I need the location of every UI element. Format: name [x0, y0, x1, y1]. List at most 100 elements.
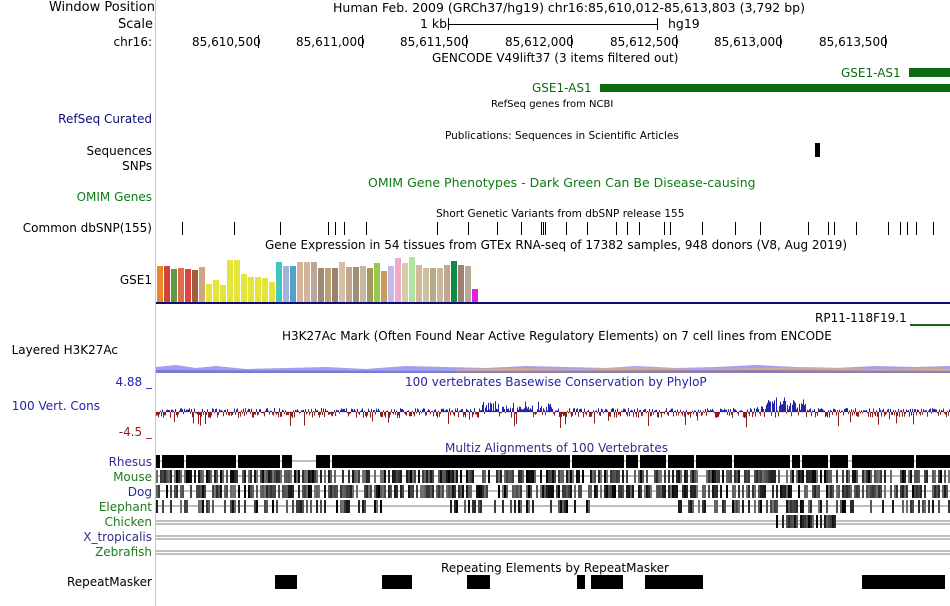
gencode-gene-label-2[interactable]: GSE1-AS1: [532, 81, 592, 95]
gtex-tissue-bar[interactable]: [318, 268, 324, 302]
species-mouse[interactable]: Mouse: [113, 470, 152, 484]
gtex-tissue-bar[interactable]: [311, 262, 317, 302]
species-chicken[interactable]: Chicken: [104, 515, 152, 529]
gtex-tissue-bar[interactable]: [339, 262, 345, 302]
gtex-tissue-bar[interactable]: [458, 265, 464, 302]
refseq-track-label[interactable]: RefSeq Curated: [58, 112, 152, 126]
gtex-tissue-bar[interactable]: [381, 271, 387, 302]
gtex-tissue-bar[interactable]: [325, 268, 331, 302]
publications-track-label[interactable]: Sequences: [86, 144, 152, 158]
gtex-tissue-bar[interactable]: [199, 267, 205, 302]
snp-tick[interactable]: [468, 222, 469, 235]
snp-tick[interactable]: [627, 222, 628, 235]
snp-tick[interactable]: [616, 222, 617, 235]
snp-tick[interactable]: [545, 222, 546, 235]
gtex-tissue-bar[interactable]: [402, 263, 408, 302]
repeat-element[interactable]: [467, 575, 490, 589]
gtex-gene-name-rp11[interactable]: RP11-118F19.1: [815, 311, 907, 325]
snp-tick[interactable]: [639, 222, 640, 235]
publication-feature[interactable]: [815, 143, 820, 157]
gtex-tissue-bar[interactable]: [185, 269, 191, 302]
gtex-tissue-bar[interactable]: [367, 268, 373, 302]
repeat-element[interactable]: [862, 575, 945, 589]
gtex-tissue-bar[interactable]: [332, 268, 338, 302]
gtex-tissue-bar[interactable]: [290, 266, 296, 302]
snp-tick[interactable]: [521, 222, 522, 235]
snp-tick[interactable]: [834, 222, 835, 235]
gtex-gene-label[interactable]: GSE1: [119, 273, 152, 287]
phylop-track-label[interactable]: 100 Vert. Cons: [11, 399, 100, 413]
phylop-conservation-plot[interactable]: [156, 392, 950, 432]
gtex-tissue-bar[interactable]: [283, 266, 289, 302]
gtex-tissue-bar[interactable]: [220, 285, 226, 302]
gtex-tissue-bar[interactable]: [269, 282, 275, 302]
species-rhesus[interactable]: Rhesus: [108, 455, 152, 469]
gtex-tissue-bar[interactable]: [472, 289, 478, 302]
h3k27ac-signal-plot[interactable]: [156, 355, 950, 373]
snp-tick[interactable]: [437, 222, 438, 235]
gtex-tissue-bar[interactable]: [346, 267, 352, 302]
omim-track-label[interactable]: OMIM Genes: [76, 190, 152, 204]
gencode-gene-feature-1[interactable]: [909, 68, 950, 77]
snp-tick[interactable]: [808, 222, 809, 235]
snp-tick[interactable]: [735, 222, 736, 235]
gtex-tissue-bar[interactable]: [374, 263, 380, 302]
gtex-tissue-bar[interactable]: [465, 266, 471, 302]
species-xtropicalis[interactable]: X_tropicalis: [83, 530, 152, 544]
gencode-gene-label-1[interactable]: GSE1-AS1: [841, 66, 901, 80]
repeat-element[interactable]: [275, 575, 297, 589]
snp-tick[interactable]: [856, 222, 857, 235]
gtex-tissue-bar[interactable]: [304, 262, 310, 302]
snp-tick[interactable]: [760, 222, 761, 235]
snp-tick[interactable]: [335, 222, 336, 235]
gtex-tissue-bar[interactable]: [423, 268, 429, 302]
gtex-tissue-bar[interactable]: [451, 261, 457, 302]
snps-track-label[interactable]: SNPs: [122, 159, 152, 173]
gtex-tissue-bar[interactable]: [192, 270, 198, 302]
species-zebrafish[interactable]: Zebrafish: [95, 545, 152, 559]
repeatmasker-track-label[interactable]: RepeatMasker: [66, 575, 152, 589]
snp-tick[interactable]: [888, 222, 889, 235]
snp-tick[interactable]: [344, 222, 345, 235]
snp-tick[interactable]: [280, 222, 281, 235]
snp-tick[interactable]: [670, 222, 671, 235]
snp-tick[interactable]: [182, 222, 183, 235]
gtex-tissue-bar[interactable]: [255, 277, 261, 302]
snp-tick[interactable]: [328, 222, 329, 235]
species-dog[interactable]: Dog: [127, 485, 152, 499]
gtex-tissue-bar[interactable]: [437, 268, 443, 302]
gtex-tissue-bar[interactable]: [276, 262, 282, 302]
dbsnp-track-label[interactable]: Common dbSNP(155): [22, 221, 152, 235]
gtex-tissue-bar[interactable]: [213, 280, 219, 302]
snp-tick[interactable]: [900, 222, 901, 235]
snp-tick[interactable]: [828, 222, 829, 235]
repeat-element[interactable]: [591, 575, 623, 589]
species-elephant[interactable]: Elephant: [98, 500, 152, 514]
h3k27ac-track-label[interactable]: Layered H3K27Ac: [11, 343, 118, 357]
gtex-tissue-bar[interactable]: [395, 258, 401, 302]
gtex-tissue-bar[interactable]: [430, 268, 436, 302]
gtex-tissue-bar[interactable]: [297, 262, 303, 302]
snp-tick[interactable]: [907, 222, 908, 235]
gencode-gene-feature-2[interactable]: [600, 84, 950, 92]
gtex-tissue-bar[interactable]: [360, 266, 366, 302]
gtex-tissue-bar[interactable]: [234, 260, 240, 302]
gtex-tissue-bar[interactable]: [164, 266, 170, 302]
repeat-element[interactable]: [577, 575, 585, 589]
gtex-tissue-bar[interactable]: [157, 266, 163, 302]
gtex-tissue-bar[interactable]: [171, 269, 177, 302]
gtex-tissue-bar[interactable]: [353, 267, 359, 302]
gtex-tissue-bar[interactable]: [416, 265, 422, 302]
snp-tick[interactable]: [566, 222, 567, 235]
gtex-tissue-bar[interactable]: [227, 260, 233, 302]
snp-tick[interactable]: [916, 222, 917, 235]
repeat-element[interactable]: [382, 575, 412, 589]
snp-tick[interactable]: [541, 222, 542, 235]
multiz-alignment-blocks[interactable]: [156, 455, 950, 560]
snp-tick[interactable]: [702, 222, 703, 235]
gtex-tissue-bar[interactable]: [241, 274, 247, 302]
snp-tick[interactable]: [664, 222, 665, 235]
gtex-tissue-bar[interactable]: [444, 265, 450, 302]
gtex-tissue-bar[interactable]: [388, 266, 394, 302]
repeat-element[interactable]: [645, 575, 703, 589]
